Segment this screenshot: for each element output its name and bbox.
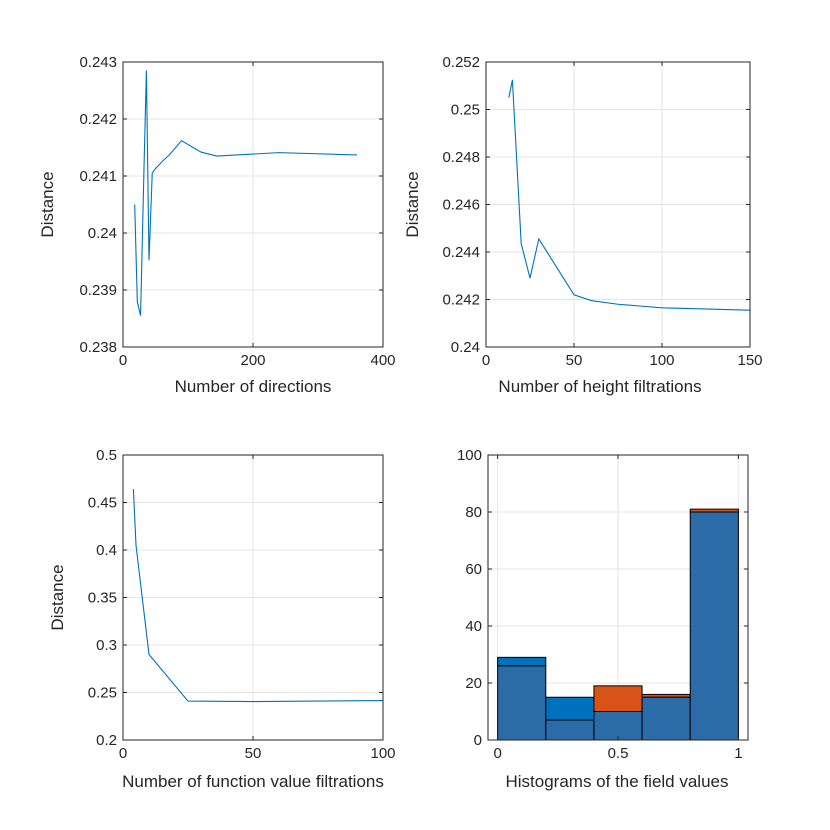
x-tick-label: 0 bbox=[493, 745, 501, 762]
x-axis-label: Number of directions bbox=[175, 377, 332, 396]
y-tick-label: 0.239 bbox=[79, 282, 117, 299]
histogram-bar bbox=[593, 685, 643, 712]
y-tick-label: 0 bbox=[474, 732, 482, 749]
x-tick-label: 50 bbox=[566, 352, 583, 369]
y-tick-label: 100 bbox=[457, 447, 482, 464]
x-axis-label: Number of function value filtrations bbox=[122, 772, 384, 791]
y-tick-label: 0.252 bbox=[442, 54, 480, 71]
x-tick-label: 1 bbox=[734, 745, 742, 762]
series-line bbox=[508, 79, 751, 311]
subplot-function-value-filtrations: 0 50 100 0.2 0.25 0.3 0.35 0.4 0.45 0.5 Number of… bbox=[48, 447, 396, 791]
histogram-bar bbox=[497, 656, 547, 667]
y-tick-label: 0.3 bbox=[96, 637, 117, 654]
x-tick-label: 0 bbox=[119, 745, 127, 762]
y-axis-label: Distance bbox=[38, 171, 57, 237]
y-tick-label: 0.244 bbox=[442, 244, 480, 261]
x-tick-label: 400 bbox=[370, 352, 395, 369]
y-tick-label: 0.45 bbox=[88, 495, 117, 512]
y-tick-label: 0.25 bbox=[451, 102, 480, 119]
x-tick-label: 0.5 bbox=[608, 745, 629, 762]
y-tick-label: 0.241 bbox=[79, 168, 117, 185]
x-axis-label: Histograms of the field values bbox=[506, 772, 729, 791]
x-tick-label: 0 bbox=[119, 352, 127, 369]
y-tick-label: 20 bbox=[465, 675, 482, 692]
histogram-bar-overlap bbox=[545, 719, 595, 741]
histogram-bar-overlap bbox=[593, 711, 643, 741]
y-tick-label: 0.2 bbox=[96, 732, 117, 749]
y-tick-label: 0.246 bbox=[442, 197, 480, 214]
histogram-bar bbox=[545, 696, 595, 721]
y-tick-label: 0.242 bbox=[442, 292, 480, 309]
y-tick-label: 0.25 bbox=[88, 685, 117, 702]
histogram-bar-overlap bbox=[497, 665, 547, 741]
y-tick-label: 40 bbox=[465, 618, 482, 635]
histogram-bar-overlap bbox=[641, 696, 691, 741]
x-tick-label: 100 bbox=[649, 352, 674, 369]
y-tick-label: 0.248 bbox=[442, 149, 480, 166]
series-line bbox=[132, 489, 384, 703]
y-axis-label: Distance bbox=[48, 564, 67, 630]
x-tick-label: 200 bbox=[240, 352, 265, 369]
y-tick-label: 0.242 bbox=[79, 111, 117, 128]
subplot-height-filtrations: 0 50 100 150 0.24 0.242 0.244 0.246 0.248 0.25 0.2… bbox=[403, 54, 763, 396]
x-tick-label: 100 bbox=[370, 745, 395, 762]
x-tick-label: 150 bbox=[737, 352, 762, 369]
y-tick-label: 0.5 bbox=[96, 447, 117, 464]
y-tick-label: 0.4 bbox=[96, 542, 117, 559]
series-line bbox=[134, 70, 358, 316]
y-tick-label: 0.243 bbox=[79, 54, 117, 71]
y-tick-label: 0.35 bbox=[88, 590, 117, 607]
subplot-field-histograms: 0 0.5 1 0 20 40 60 80 100 Histograms of the fiel… bbox=[457, 447, 749, 791]
x-axis-label: Number of height filtrations bbox=[498, 377, 701, 396]
y-tick-label: 0.24 bbox=[88, 225, 117, 242]
y-axis-label: Distance bbox=[403, 171, 422, 237]
y-tick-label: 60 bbox=[465, 561, 482, 578]
y-tick-label: 0.238 bbox=[79, 339, 117, 356]
histogram-bar-overlap bbox=[689, 511, 739, 741]
y-tick-label: 0.24 bbox=[451, 339, 480, 356]
x-tick-label: 50 bbox=[245, 745, 262, 762]
y-tick-label: 80 bbox=[465, 504, 482, 521]
subplot-directions: 0 200 400 0.238 0.239 0.24 0.241 0.242 0.243 Num… bbox=[38, 54, 396, 396]
x-tick-label: 0 bbox=[482, 352, 490, 369]
